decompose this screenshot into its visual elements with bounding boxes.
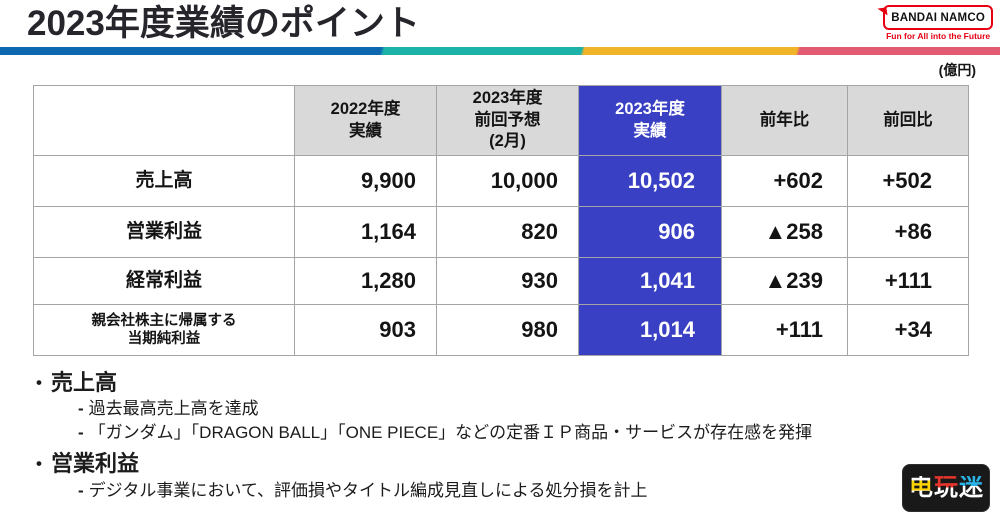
watermark-char: 玩 <box>934 474 958 501</box>
watermark-char: 电 <box>909 474 933 501</box>
note-item-text: デジタル事業において、評価損やタイトル編成見直しによる処分損を計上 <box>88 480 648 500</box>
col-header-yoy: 前年比 <box>721 85 848 156</box>
row-label: 経常利益 <box>33 257 295 305</box>
note-heading-operating-profit: • 営業利益 <box>36 450 976 478</box>
dash-icon: - <box>78 480 84 500</box>
cell-fy2022: 1,164 <box>294 206 437 258</box>
note-item-text: 「ガンダム」「DRAGON BALL」「ONE PIECE」などの定番ＩＰ商品・… <box>88 422 813 442</box>
note-heading-net-sales: • 売上高 <box>36 369 976 397</box>
table-row-net-sales: 売上高 9,900 10,000 10,502 +602 +502 <box>33 155 969 207</box>
cell-forecast: 980 <box>436 304 579 356</box>
note-item-text: 過去最高売上高を達成 <box>88 399 259 419</box>
row-label: 売上高 <box>33 155 295 207</box>
watermark-badge: 电 玩 迷 <box>902 464 990 512</box>
speech-tail-icon <box>877 7 888 17</box>
note-heading-text: 営業利益 <box>50 451 139 477</box>
dash-icon: - <box>78 422 84 442</box>
cell-fy2022: 903 <box>294 304 437 356</box>
table-row-ordinary-profit: 経常利益 1,280 930 1,041 ▲239 +111 <box>33 257 969 305</box>
cell-vs-forecast: +111 <box>847 257 969 305</box>
note-heading-text: 売上高 <box>50 370 117 395</box>
col-header-fy2022-actual: 2022年度 実績 <box>294 85 437 156</box>
cell-yoy: +111 <box>721 304 848 356</box>
watermark-char: 迷 <box>959 474 983 501</box>
note-item: - 「ガンダム」「DRAGON BALL」「ONE PIECE」などの定番ＩＰ商品… <box>78 422 976 445</box>
note-item: - 過去最高売上高を達成 <box>78 398 976 421</box>
cell-yoy: +602 <box>721 155 848 207</box>
cell-forecast: 930 <box>436 257 579 305</box>
row-label: 親会社株主に帰属する 当期純利益 <box>33 304 295 356</box>
logo-speech-bubble: BANDAI NAMCO <box>877 5 993 30</box>
col-header-fy2023-actual: 2023年度 実績 <box>578 85 722 156</box>
table-header-row: 2022年度 実績 2023年度 前回予想 (2月) 2023年度 実績 前年比… <box>33 85 969 156</box>
brand-color-stripe <box>0 47 1000 55</box>
dash-icon: - <box>78 399 84 419</box>
cell-fy2023: 1,014 <box>578 304 722 356</box>
col-header-empty <box>33 85 295 156</box>
cell-vs-forecast: +34 <box>847 304 969 356</box>
cell-fy2022: 9,900 <box>294 155 437 207</box>
cell-fy2023: 10,502 <box>578 155 722 207</box>
logo-tagline: Fun for All into the Future <box>886 31 991 41</box>
cell-fy2023: 1,041 <box>578 257 722 305</box>
results-table: 2022年度 実績 2023年度 前回予想 (2月) 2023年度 実績 前年比… <box>33 85 969 356</box>
note-item: - デジタル事業において、評価損やタイトル編成見直しによる処分損を計上 <box>78 480 976 503</box>
cell-vs-forecast: +502 <box>847 155 969 207</box>
col-header-fy2023-prev-forecast: 2023年度 前回予想 (2月) <box>436 85 579 156</box>
cell-yoy: ▲258 <box>721 206 848 258</box>
bullet-icon: • <box>36 454 42 474</box>
logo-wordmark: BANDAI NAMCO <box>891 12 985 24</box>
cell-forecast: 10,000 <box>436 155 579 207</box>
table-row-net-profit: 親会社株主に帰属する 当期純利益 903 980 1,014 +111 +34 <box>33 304 969 356</box>
table-row-operating-profit: 営業利益 1,164 820 906 ▲258 +86 <box>33 206 969 258</box>
col-header-vs-forecast: 前回比 <box>847 85 969 156</box>
page-title: 2023年度業績のポイント <box>27 4 420 43</box>
row-label: 営業利益 <box>33 206 295 258</box>
cell-vs-forecast: +86 <box>847 206 969 258</box>
cell-fy2022: 1,280 <box>294 257 437 305</box>
cell-fy2023: 906 <box>578 206 722 258</box>
bandai-namco-logo: BANDAI NAMCO Fun for All into the Future <box>877 5 993 41</box>
cell-forecast: 820 <box>436 206 579 258</box>
cell-yoy: ▲239 <box>721 257 848 305</box>
notes-section: • 売上高 - 過去最高売上高を達成 - 「ガンダム」「DRAGON BALL」「ON… <box>36 363 976 502</box>
bullet-icon: • <box>36 373 42 392</box>
unit-label: (億円) <box>938 62 976 78</box>
